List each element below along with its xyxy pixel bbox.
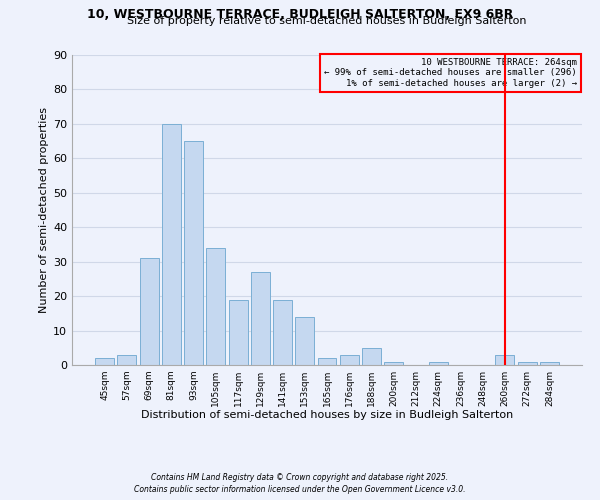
Text: 10, WESTBOURNE TERRACE, BUDLEIGH SALTERTON, EX9 6BR: 10, WESTBOURNE TERRACE, BUDLEIGH SALTERT…: [87, 8, 513, 20]
Bar: [251, 272, 270, 365]
Bar: [140, 258, 158, 365]
Bar: [496, 354, 514, 365]
Title: Size of property relative to semi-detached houses in Budleigh Salterton: Size of property relative to semi-detach…: [127, 16, 527, 26]
Bar: [518, 362, 536, 365]
Bar: [273, 300, 292, 365]
Bar: [540, 362, 559, 365]
Bar: [362, 348, 381, 365]
Bar: [95, 358, 114, 365]
Bar: [317, 358, 337, 365]
Bar: [229, 300, 248, 365]
Bar: [184, 141, 203, 365]
Bar: [206, 248, 225, 365]
X-axis label: Distribution of semi-detached houses by size in Budleigh Salterton: Distribution of semi-detached houses by …: [141, 410, 513, 420]
Y-axis label: Number of semi-detached properties: Number of semi-detached properties: [39, 107, 49, 313]
Bar: [295, 317, 314, 365]
Bar: [340, 354, 359, 365]
Bar: [384, 362, 403, 365]
Text: Contains HM Land Registry data © Crown copyright and database right 2025.
Contai: Contains HM Land Registry data © Crown c…: [134, 473, 466, 494]
Bar: [118, 354, 136, 365]
Text: 10 WESTBOURNE TERRACE: 264sqm
← 99% of semi-detached houses are smaller (296)
1%: 10 WESTBOURNE TERRACE: 264sqm ← 99% of s…: [324, 58, 577, 88]
Bar: [162, 124, 181, 365]
Bar: [429, 362, 448, 365]
